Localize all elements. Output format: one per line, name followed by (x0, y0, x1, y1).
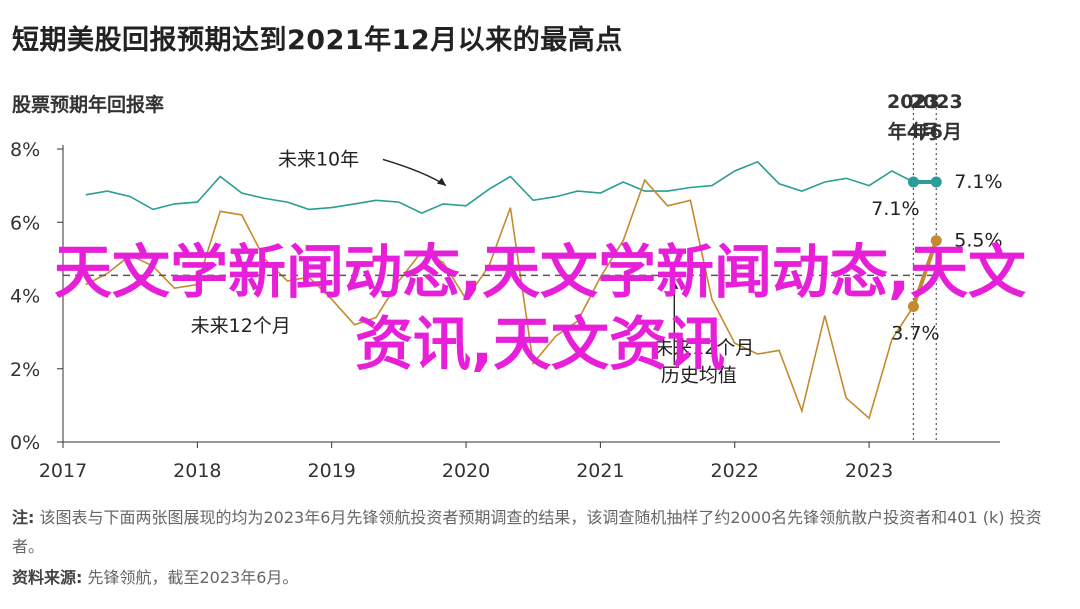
note-label: 注: (12, 508, 35, 527)
gold-highlight-point (930, 235, 942, 247)
source-label: 资料来源: (12, 568, 83, 587)
teal-highlight-point (930, 176, 942, 188)
y-tick-label: 0% (10, 432, 40, 454)
gold-label-june: 5.5% (954, 230, 1002, 252)
note-text: 该图表与下面两张图展现的均为2023年6月先锋领航投资者预期调查的结果，该调查随… (12, 508, 1042, 556)
series-line-未来10年 (85, 160, 914, 214)
gold-label-april: 3.7% (891, 322, 939, 344)
annotation-label: 历史均值 (661, 365, 737, 387)
x-tick-label: 2021 (576, 460, 624, 482)
x-tick-label: 2020 (442, 460, 490, 482)
y-tick-label: 4% (10, 286, 40, 308)
teal-label-june: 7.1% (954, 171, 1002, 193)
chart-source: 资料来源: 先锋领航，截至2023年6月。 (12, 564, 298, 588)
chart-subtitle: 股票预期年回报率 (12, 94, 165, 116)
x-tick-label: 2017 (39, 460, 87, 482)
chart-note: 注: 该图表与下面两张图展现的均为2023年6月先锋领航投资者预期调查的结果，该… (12, 503, 1072, 561)
series-line-未来12个月 (85, 178, 915, 420)
annotation-label: 未来10年 (278, 148, 359, 170)
x-tick-label: 2023 (845, 460, 893, 482)
x-tick-label: 2019 (308, 460, 356, 482)
y-tick-label: 8% (10, 139, 40, 161)
gold-highlight-point (907, 300, 919, 312)
x-tick-label: 2018 (173, 460, 221, 482)
annotation-arrow-head (670, 280, 679, 289)
gold-highlight-segment (911, 239, 939, 308)
annotation-arrow-head (436, 177, 446, 186)
annotation-label: 未来12个月 (654, 337, 754, 359)
chart-title: 短期美股回报预期达到2021年12月以来的最高点 (12, 25, 623, 56)
period-label-year: 2023 (887, 91, 940, 113)
period-label-month: 年4月 (888, 120, 939, 143)
period-label-month: 年6月 (911, 120, 962, 143)
teal-highlight-point (907, 176, 919, 188)
y-tick-label: 2% (10, 359, 40, 381)
y-tick-label: 6% (10, 212, 40, 234)
period-label-year: 2023 (910, 91, 963, 113)
annotation-label: 未来12个月 (191, 315, 291, 337)
overlay-watermark-text: 天文学新闻动态,天文学新闻动态,天文资讯,天文资讯 (53, 238, 1027, 378)
chart-svg: 0%2%4%6%8%2017 2018 2019 2020 2021 2022 202320… (10, 91, 1003, 482)
source-text: 先锋领航，截至2023年6月。 (87, 568, 299, 587)
x-tick-label: 2022 (711, 460, 759, 482)
annotation-arrow-line (382, 158, 447, 187)
teal-label-april: 7.1% (871, 198, 919, 220)
